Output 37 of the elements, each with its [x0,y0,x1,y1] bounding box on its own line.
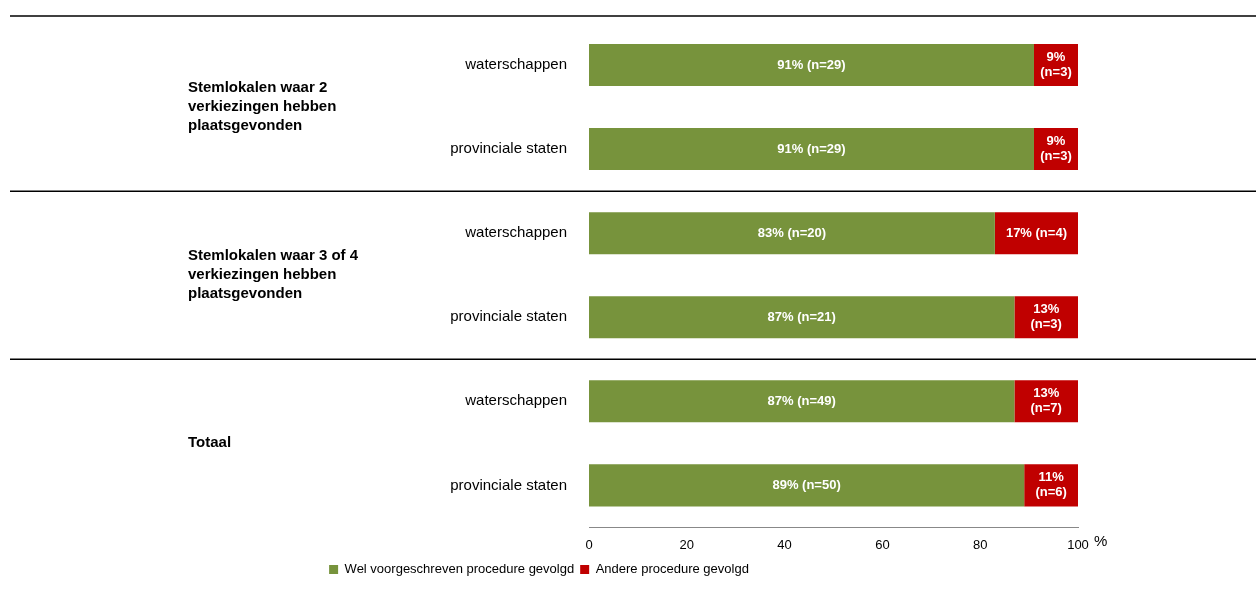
x-tick-label: 20 [679,536,695,552]
data-label: 13% (n=7) [1030,385,1062,416]
x-tick-label: 40 [777,536,792,552]
legend-label: Wel voorgeschreven procedure gevolgd [344,561,575,577]
legend-label: Andere procedure gevolgd [595,561,749,577]
data-label: 9% (n=3) [1040,133,1072,164]
bar [589,44,1034,87]
bar [589,464,1025,507]
data-label: 9% (n=3) [1040,49,1072,80]
y-tick-label: waterschappen [464,391,567,409]
data-label: 91% (n=29) [777,140,846,156]
y-tick-label: waterschappen [464,223,567,241]
data-label: 13% (n=3) [1030,301,1062,332]
x-tick-label: 60 [875,536,890,552]
y-tick-label: provinciale staten [450,307,567,325]
data-label: 89% (n=50) [772,476,841,492]
y-tick-label: provinciale staten [450,475,567,493]
data-label: 17% (n=4) [1005,224,1067,240]
x-tick-label: 100 [1067,536,1089,552]
data-label: 83% (n=20) [757,224,827,240]
x-tick-label: 0 [585,536,593,552]
bar [589,380,1015,423]
text: Stemlokalen waar 3 of 4 verkiezingen hebben plaatsgevonden [188,246,359,302]
data-label: 91% (n=29) [777,56,846,72]
text: Stemlokalen waar 2 verkiezingen hebben plaatsgevonden [188,78,337,134]
data-label: 11% (n=6) [1035,469,1067,500]
data-label: 87% (n=21) [767,308,836,324]
data-label: 87% (n=49) [767,392,836,408]
text: Totaal [188,433,232,451]
y-tick-label: provinciale staten [450,139,567,157]
x-tick-label: 80 [972,536,988,552]
bar [589,296,1015,339]
x-axis-title: % [1094,531,1108,549]
bar [994,212,1078,255]
bar [589,128,1034,171]
bar [589,212,995,255]
y-tick-label: waterschappen [464,55,567,73]
